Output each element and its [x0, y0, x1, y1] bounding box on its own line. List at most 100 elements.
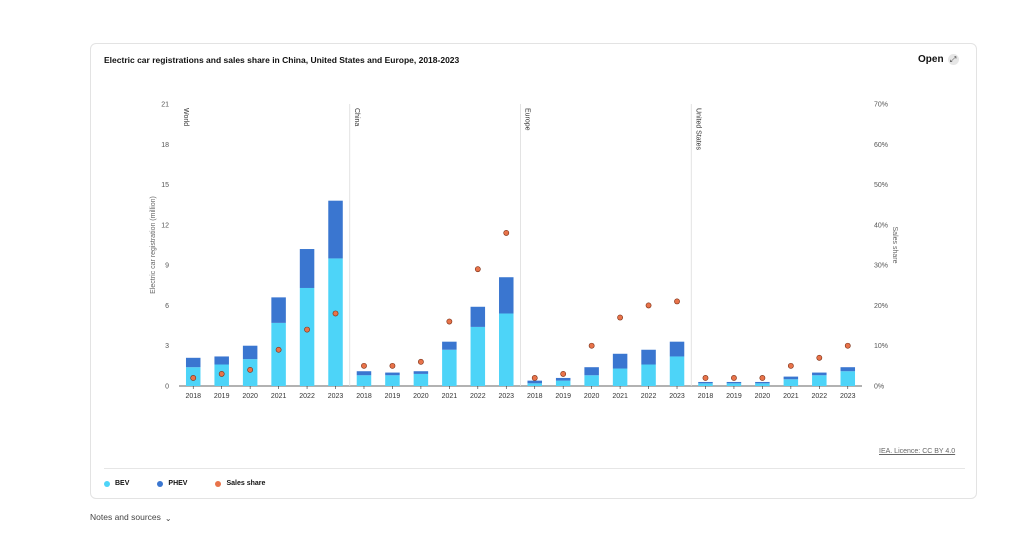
bar-bev: [527, 383, 542, 386]
bar-bev: [812, 375, 827, 386]
x-tick-label: 2021: [612, 393, 628, 400]
bar-phev: [527, 380, 542, 384]
bar-phev: [214, 356, 229, 365]
sales-share-point: [645, 302, 652, 309]
y-tick-label: 15: [161, 182, 169, 189]
bar-phev: [413, 371, 429, 374]
sales-share-point: [787, 362, 794, 369]
bar-bev: [555, 380, 571, 386]
bar-bev: [669, 356, 685, 386]
bar-phev: [385, 372, 400, 376]
x-tick-label: 2023: [840, 393, 856, 400]
x-tick-label: 2019: [726, 393, 742, 400]
sales-share-point: [332, 310, 339, 317]
y2-tick-label: 20%: [874, 303, 888, 310]
bar-phev: [755, 381, 770, 384]
sales-share-point: [389, 362, 396, 369]
bar-bev: [356, 375, 372, 386]
bar-bev: [726, 383, 742, 386]
notes-and-sources-toggle[interactable]: Notes and sources ⌄: [90, 512, 172, 523]
y-tick-label: 0: [165, 384, 169, 391]
sales-share-point: [588, 342, 595, 349]
bar-phev: [641, 349, 656, 365]
x-tick-label: 2021: [442, 393, 458, 400]
x-tick-label: 2019: [555, 393, 571, 400]
x-tick-label: 2020: [242, 393, 258, 400]
licence-link[interactable]: IEA. Licence: CC BY 4.0: [879, 448, 956, 455]
x-tick-label: 2019: [385, 393, 401, 400]
sales-share-point: [617, 314, 624, 321]
sales-share-point: [247, 366, 254, 373]
y-tick-label: 18: [161, 142, 169, 149]
bar-bev: [755, 383, 770, 386]
bar-bev: [698, 383, 713, 386]
sales-share-point: [503, 230, 510, 236]
bar-bev: [442, 349, 457, 386]
x-tick-label: 2021: [271, 393, 287, 400]
bar-bev: [641, 364, 656, 386]
chevron-down-icon: ⌄: [164, 513, 172, 523]
legend-swatch-phev: [157, 480, 164, 487]
bar-phev: [555, 377, 571, 381]
bar-phev: [783, 376, 799, 380]
x-tick-label: 2022: [641, 393, 657, 400]
sales-share-point: [304, 326, 310, 333]
x-tick-label: 2023: [669, 393, 685, 400]
x-tick-label: 2019: [214, 393, 230, 400]
bar-phev: [840, 367, 856, 372]
x-tick-label: 2020: [584, 393, 600, 400]
legend-swatch-sales-share: [215, 480, 222, 487]
group-label: World: [182, 108, 189, 126]
y-tick-label: 3: [165, 343, 169, 350]
legend-divider: [104, 468, 965, 469]
y2-axis-title: Sales share: [891, 227, 898, 264]
sales-share-point: [218, 371, 225, 377]
bar-phev: [669, 341, 685, 357]
y2-tick-label: 50%: [874, 182, 888, 189]
bar-bev: [470, 326, 486, 386]
y-tick-label: 9: [165, 263, 169, 270]
x-tick-label: 2022: [812, 393, 828, 400]
expand-icon: ⤢: [947, 54, 959, 65]
bar-bev: [385, 375, 400, 386]
legend-item-sales-share[interactable]: Sales share: [215, 480, 265, 487]
bar-phev: [299, 249, 315, 288]
x-tick-label: 2018: [185, 393, 201, 400]
sales-share-point: [361, 362, 367, 369]
x-tick-label: 2018: [698, 393, 714, 400]
x-tick-label: 2022: [470, 393, 486, 400]
bar-phev: [328, 200, 343, 259]
bar-phev: [470, 306, 486, 327]
bar-bev: [499, 313, 514, 386]
sales-share-point: [417, 358, 424, 365]
legend-swatch-bev: [104, 480, 110, 487]
chart-card: [90, 43, 977, 499]
legend-item-phev[interactable]: PHEV: [157, 480, 187, 487]
y-tick-label: 12: [161, 222, 169, 229]
bar-phev: [271, 297, 286, 323]
bar-phev: [726, 381, 742, 384]
x-tick-label: 2023: [328, 393, 344, 400]
bar-phev: [698, 381, 713, 384]
bar-phev: [356, 371, 372, 376]
sales-share-point: [275, 346, 282, 353]
bar-phev: [185, 357, 201, 368]
x-tick-label: 2021: [783, 393, 799, 400]
sales-share-point: [816, 354, 823, 361]
legend: BEV PHEV Sales share: [104, 480, 265, 487]
x-tick-label: 2022: [299, 393, 315, 400]
y2-tick-label: 40%: [874, 222, 888, 229]
bar-bev: [840, 371, 856, 386]
y2-tick-label: 10%: [874, 343, 888, 350]
y2-tick-label: 30%: [874, 263, 888, 270]
y-tick-label: 21: [161, 102, 169, 109]
x-tick-label: 2020: [755, 393, 771, 400]
legend-item-bev[interactable]: BEV: [104, 480, 129, 487]
sales-share-point: [531, 375, 538, 381]
bar-phev: [584, 367, 599, 376]
open-button[interactable]: Open ⤢: [918, 54, 959, 65]
bar-bev: [271, 322, 286, 386]
y2-tick-label: 60%: [874, 142, 888, 149]
x-tick-label: 2020: [413, 393, 429, 400]
legend-label-phev: PHEV: [168, 480, 188, 487]
